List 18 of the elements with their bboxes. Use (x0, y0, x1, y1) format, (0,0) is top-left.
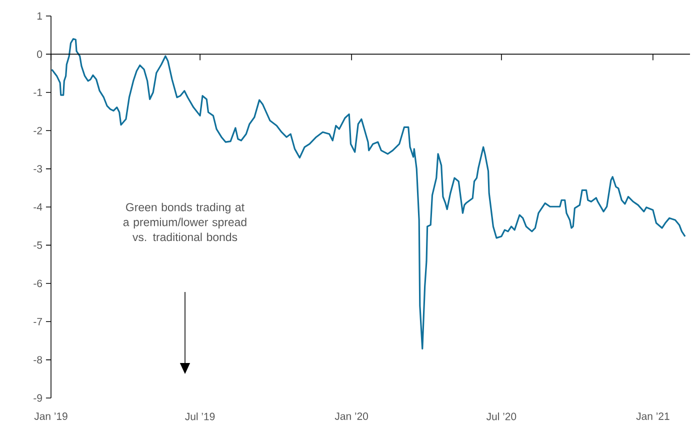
y-tick-label: -6 (34, 280, 42, 288)
x-tick-label: Jan ’19 (34, 412, 68, 420)
x-tick-label: Jul ’19 (185, 412, 215, 420)
y-tick-label: -1 (34, 88, 42, 96)
y-tick-label: -3 (34, 165, 42, 173)
x-tick-label: Jul ’20 (486, 412, 516, 420)
y-tick-label: -5 (34, 242, 42, 249)
y-tick-label: -4 (34, 203, 42, 211)
y-tick-label: 0 (37, 50, 42, 58)
y-tick-label: -9 (34, 394, 42, 402)
y-tick-label: -8 (34, 356, 42, 364)
y-tick-label: 1 (37, 12, 42, 20)
x-tick-label: Jan ’20 (334, 412, 368, 420)
y-tick-label: -2 (34, 126, 42, 134)
annotation: Green bonds trading at a premium/lower spread vs. traditional bonds (123, 202, 246, 242)
x-tick-label: Jan ’21 (636, 412, 670, 420)
y-tick-label: -7 (34, 318, 42, 326)
line-series (51, 38, 686, 350)
